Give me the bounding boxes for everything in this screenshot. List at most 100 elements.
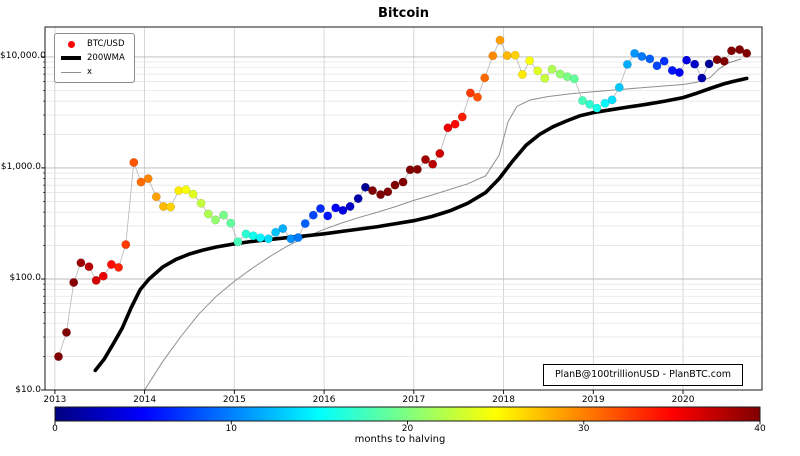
data-point	[735, 45, 744, 54]
y-tick-label: $100.0	[9, 273, 42, 284]
legend-label-btcusd: BTC/USD	[87, 39, 125, 49]
data-point	[255, 233, 265, 243]
data-point	[196, 198, 206, 208]
data-point	[412, 164, 422, 174]
data-point	[435, 149, 445, 158]
data-point	[271, 227, 280, 237]
chart-title: Bitcoin	[378, 6, 429, 21]
data-point	[233, 237, 243, 247]
data-point	[390, 180, 400, 190]
data-point	[91, 275, 101, 285]
legend-marker-area	[61, 56, 81, 60]
data-point	[360, 182, 370, 192]
data-point	[533, 66, 543, 76]
data-point	[300, 219, 310, 229]
data-point	[488, 51, 498, 61]
data-point	[570, 74, 579, 84]
data-point	[76, 258, 86, 268]
x-tick-label: 2018	[492, 395, 515, 405]
data-point	[211, 215, 220, 225]
data-point	[151, 192, 161, 202]
axis-ticks	[41, 56, 684, 394]
data-point	[712, 55, 722, 65]
data-point	[592, 103, 602, 113]
data-point	[495, 35, 505, 45]
data-point	[54, 352, 63, 361]
data-point	[614, 83, 624, 92]
legend-label-200wma: 200WMA	[87, 53, 125, 63]
data-point	[181, 185, 191, 195]
legend-item-btcusd: BTC/USD	[61, 39, 125, 49]
legend-label-x: x	[87, 67, 93, 77]
data-point	[652, 61, 662, 71]
colorbar-tick-label: 0	[52, 424, 58, 434]
colorbar-ticks	[54, 421, 761, 425]
colorbar-tick-label: 10	[225, 424, 237, 434]
data-point	[62, 327, 71, 337]
x-tick-label: 2017	[402, 395, 426, 405]
data-point	[219, 210, 229, 220]
data-point	[742, 48, 752, 58]
data-point	[623, 60, 632, 69]
data-point	[143, 174, 153, 184]
x-tick-label: 2014	[133, 395, 157, 405]
data-point	[98, 271, 108, 281]
x-tick-label: 2020	[671, 395, 695, 405]
data-point	[637, 52, 647, 61]
data-point	[457, 112, 467, 122]
data-point	[502, 51, 512, 60]
data-point	[659, 56, 669, 66]
wma-line	[93, 76, 749, 373]
data-point	[727, 46, 736, 56]
data-point	[338, 205, 348, 215]
data-point	[345, 202, 355, 211]
data-point	[241, 229, 251, 239]
data-point	[675, 68, 684, 77]
data-point	[450, 119, 460, 129]
grid	[45, 27, 762, 391]
data-point	[540, 74, 550, 83]
colorbar-tick-label: 40	[754, 424, 766, 434]
model-line-icon	[61, 71, 81, 73]
data-point	[719, 56, 729, 66]
plot-frame	[44, 26, 763, 391]
x-tick-label: 2015	[222, 395, 246, 405]
data-point	[114, 262, 124, 272]
data-point	[578, 96, 587, 106]
data-point	[263, 234, 273, 244]
data-point	[203, 209, 213, 219]
data-point	[308, 210, 318, 220]
data-point	[136, 177, 146, 187]
colorbar-tick-label: 30	[578, 424, 590, 434]
data-point	[690, 59, 700, 69]
data-point	[704, 59, 714, 69]
watermark: PlanB@100trillionUSD - PlanBTC.com	[543, 364, 743, 386]
data-point	[682, 55, 691, 65]
data-point	[278, 224, 288, 234]
data-point	[510, 50, 520, 60]
data-point	[84, 262, 94, 272]
data-point	[607, 95, 617, 105]
y-tick-label: $10.0	[15, 384, 41, 395]
data-point	[398, 177, 408, 187]
y-tick-label: $10,000.0	[0, 51, 46, 62]
data-point	[353, 194, 363, 204]
data-point	[166, 202, 176, 212]
data-point	[473, 92, 482, 102]
data-point	[465, 88, 475, 98]
data-point	[525, 56, 534, 66]
data-point	[428, 159, 438, 169]
x-tick-label: 2013	[43, 395, 67, 405]
btcusd-dot-icon	[67, 40, 75, 48]
data-point	[600, 98, 610, 108]
y-tick-label: $1,000.0	[0, 162, 41, 173]
data-point	[226, 218, 236, 228]
data-point	[316, 204, 325, 214]
data-point	[421, 155, 430, 165]
legend-item-200wma: 200WMA	[61, 53, 125, 63]
legend-item-x: x	[61, 67, 125, 77]
legend-marker-area	[61, 40, 81, 48]
data-point	[697, 73, 707, 83]
